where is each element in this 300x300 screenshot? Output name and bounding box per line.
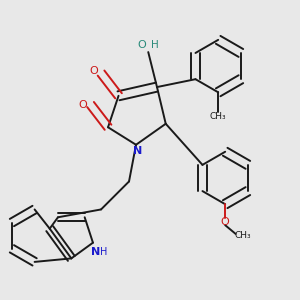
Text: N: N (133, 146, 142, 156)
Text: CH₃: CH₃ (234, 231, 251, 240)
Text: N: N (91, 248, 101, 257)
Text: O: O (137, 40, 146, 50)
Text: O: O (89, 66, 98, 76)
Text: H: H (151, 40, 158, 50)
Text: O: O (221, 218, 230, 227)
Text: H: H (100, 248, 107, 257)
Text: CH₃: CH₃ (210, 112, 226, 121)
Text: O: O (79, 100, 87, 110)
